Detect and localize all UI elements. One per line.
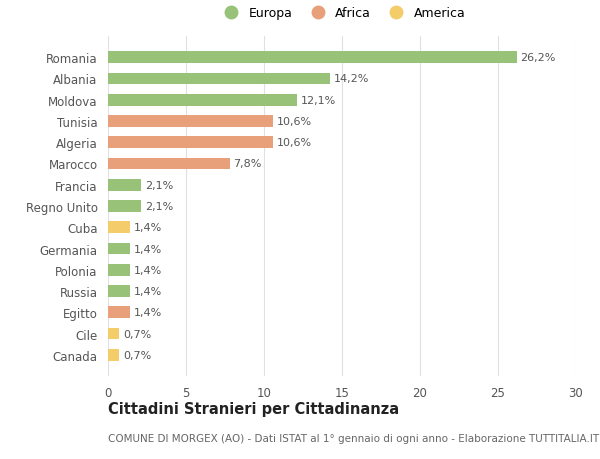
Text: 10,6%: 10,6% [277,117,313,127]
Text: 7,8%: 7,8% [233,159,262,169]
Legend: Europa, Africa, America: Europa, Africa, America [214,2,470,25]
Text: 1,4%: 1,4% [134,286,162,297]
Bar [108,285,130,297]
Text: 2,1%: 2,1% [145,202,173,212]
Bar [108,264,130,276]
Text: 10,6%: 10,6% [277,138,313,148]
Bar [108,73,329,85]
Text: Cittadini Stranieri per Cittadinanza: Cittadini Stranieri per Cittadinanza [108,401,399,416]
Bar [108,349,119,361]
Text: 2,1%: 2,1% [145,180,173,190]
Bar [108,243,130,255]
Bar [108,52,517,64]
Bar [108,179,141,191]
Bar [108,201,141,213]
Bar [108,222,130,234]
Text: COMUNE DI MORGEX (AO) - Dati ISTAT al 1° gennaio di ogni anno - Elaborazione TUT: COMUNE DI MORGEX (AO) - Dati ISTAT al 1°… [108,433,599,442]
Bar [108,116,274,128]
Text: 1,4%: 1,4% [134,244,162,254]
Bar [108,328,119,340]
Text: 0,7%: 0,7% [123,350,151,360]
Text: 14,2%: 14,2% [334,74,369,84]
Text: 1,4%: 1,4% [134,223,162,233]
Text: 0,7%: 0,7% [123,329,151,339]
Text: 1,4%: 1,4% [134,265,162,275]
Bar [108,137,274,149]
Text: 1,4%: 1,4% [134,308,162,318]
Bar [108,158,230,170]
Bar [108,95,297,106]
Text: 26,2%: 26,2% [521,53,556,63]
Text: 12,1%: 12,1% [301,95,336,106]
Bar [108,307,130,319]
